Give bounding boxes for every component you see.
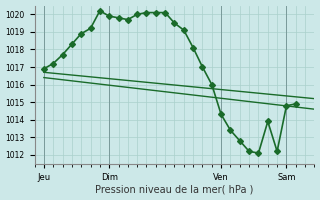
X-axis label: Pression niveau de la mer( hPa ): Pression niveau de la mer( hPa ) (95, 184, 254, 194)
